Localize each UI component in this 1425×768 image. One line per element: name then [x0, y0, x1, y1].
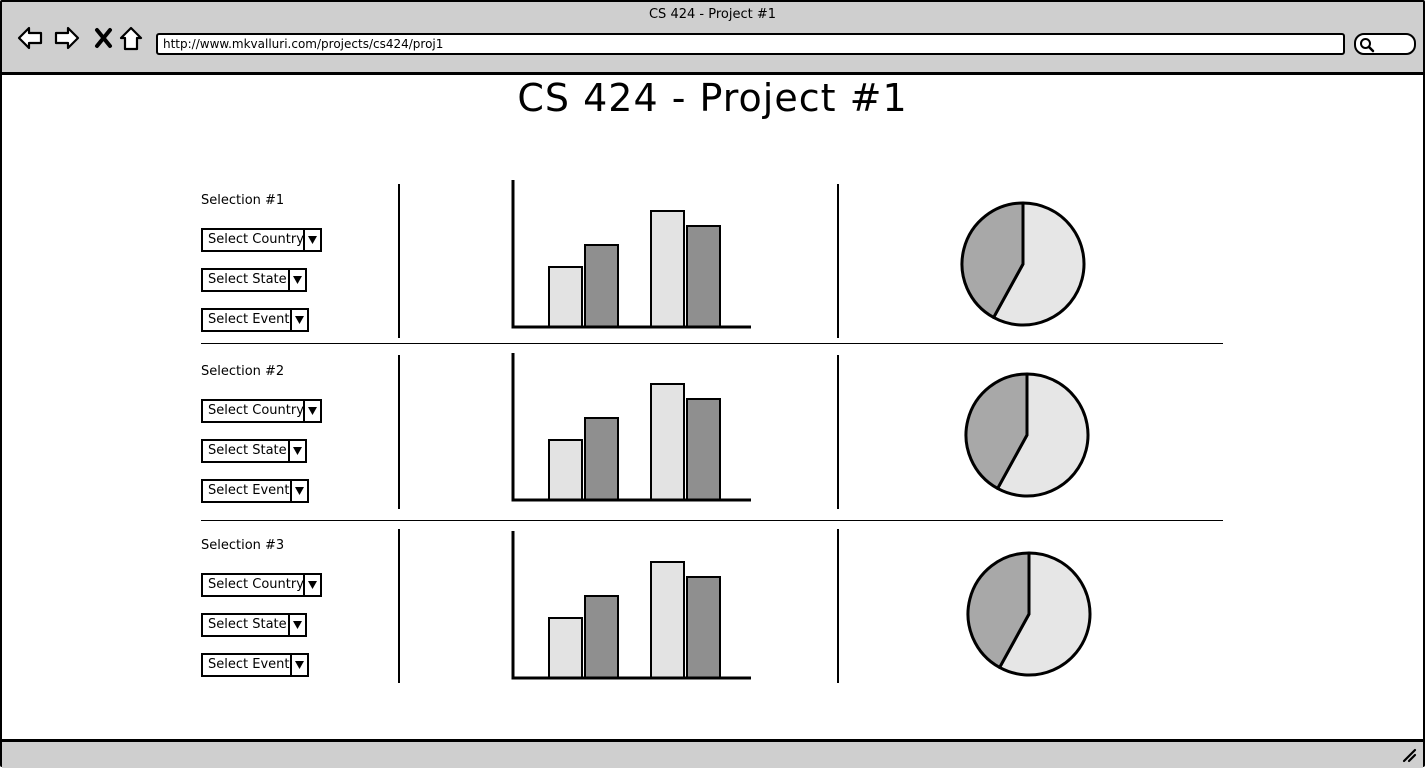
pie-chart [964, 372, 1090, 498]
window-title: CS 424 - Project #1 [648, 7, 776, 22]
search-icon [1360, 38, 1375, 53]
chevron-down-icon [293, 621, 302, 629]
column-divider [837, 529, 839, 683]
dropdown-arrow[interactable] [288, 441, 305, 461]
pie-slice [996, 372, 1090, 498]
selection-row: Selection #1 Select Country Select State… [2, 180, 1423, 350]
bar [650, 561, 685, 679]
row-divider [201, 343, 1223, 344]
bar [548, 617, 583, 679]
pie-slice [964, 372, 1029, 490]
chevron-down-icon [295, 487, 304, 495]
bar [584, 595, 619, 679]
state-select-value: Select State [208, 443, 287, 458]
back-arrow-icon[interactable] [16, 24, 44, 52]
chevron-down-icon [293, 447, 302, 455]
bar [650, 383, 685, 501]
column-divider [398, 529, 400, 683]
dropdown-arrow[interactable] [303, 401, 320, 421]
selection-label: Selection #2 [201, 364, 285, 379]
bar [548, 266, 583, 328]
column-divider [398, 355, 400, 509]
country-select[interactable]: Select Country [201, 228, 322, 252]
pie-chart [966, 551, 1092, 677]
country-select-value: Select Country [208, 403, 304, 418]
pie-slice [998, 551, 1092, 677]
state-select-value: Select State [208, 272, 287, 287]
chevron-down-icon [293, 276, 302, 284]
chevron-down-icon [295, 661, 304, 669]
dropdown-arrow[interactable] [303, 575, 320, 595]
event-select-value: Select Event [208, 483, 290, 498]
dropdown-arrow[interactable] [290, 310, 307, 330]
bar-chart [511, 353, 751, 502]
row-divider [201, 520, 1223, 521]
chart-axes [511, 531, 751, 680]
event-select[interactable]: Select Event [201, 308, 309, 332]
event-select-value: Select Event [208, 312, 290, 327]
bar-chart [511, 180, 751, 329]
dropdown-arrow[interactable] [290, 481, 307, 501]
pie-chart [960, 201, 1086, 327]
status-bar [2, 739, 1423, 768]
close-x-icon[interactable] [90, 24, 118, 52]
selection-label: Selection #1 [201, 193, 285, 208]
browser-toolbar: CS 424 - Project #1 http://www.mkvalluri… [2, 2, 1423, 75]
bar [686, 225, 721, 328]
state-select[interactable]: Select State [201, 268, 307, 292]
country-select[interactable]: Select Country [201, 573, 322, 597]
search-field[interactable] [1354, 33, 1416, 55]
dropdown-arrow[interactable] [290, 655, 307, 675]
country-select[interactable]: Select Country [201, 399, 322, 423]
dropdown-arrow[interactable] [303, 230, 320, 250]
selection-row: Selection #3 Select Country Select State… [2, 525, 1423, 695]
forward-arrow-icon[interactable] [53, 24, 81, 52]
chart-axes [511, 353, 751, 502]
country-select-value: Select Country [208, 577, 304, 592]
bar [686, 576, 721, 679]
event-select[interactable]: Select Event [201, 653, 309, 677]
dropdown-arrow[interactable] [288, 270, 305, 290]
address-bar[interactable]: http://www.mkvalluri.com/projects/cs424/… [156, 33, 1345, 55]
chart-axes [511, 180, 751, 329]
bar [548, 439, 583, 501]
state-select[interactable]: Select State [201, 439, 307, 463]
selection-row: Selection #2 Select Country Select State… [2, 351, 1423, 521]
pie-slice [992, 201, 1086, 327]
bar [650, 210, 685, 328]
country-select-value: Select Country [208, 232, 304, 247]
home-icon[interactable] [117, 24, 145, 52]
bar [584, 417, 619, 501]
chevron-down-icon [308, 236, 317, 244]
chevron-down-icon [308, 407, 317, 415]
chevron-down-icon [295, 316, 304, 324]
state-select[interactable]: Select State [201, 613, 307, 637]
bar [584, 244, 619, 328]
dropdown-arrow[interactable] [288, 615, 305, 635]
column-divider [837, 355, 839, 509]
bar-chart [511, 531, 751, 680]
event-select-value: Select Event [208, 657, 290, 672]
column-divider [398, 184, 400, 338]
resize-grip-icon[interactable] [1401, 747, 1417, 763]
bar [686, 398, 721, 501]
pie-slice [966, 551, 1031, 669]
event-select[interactable]: Select Event [201, 479, 309, 503]
selection-label: Selection #3 [201, 538, 285, 553]
state-select-value: Select State [208, 617, 287, 632]
column-divider [837, 184, 839, 338]
chevron-down-icon [308, 581, 317, 589]
page-title: CS 424 - Project #1 [517, 76, 908, 120]
pie-slice [960, 201, 1025, 319]
